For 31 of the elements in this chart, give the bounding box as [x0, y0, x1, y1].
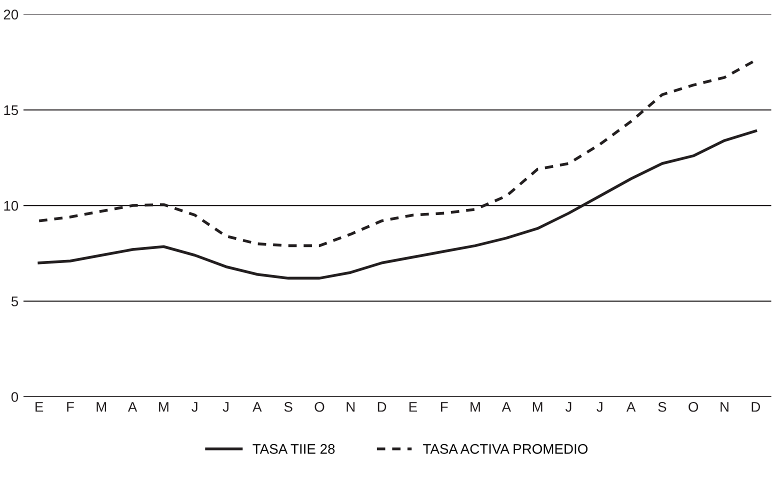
x-tick-label: N [346, 402, 355, 412]
x-tick-label: M [96, 402, 106, 412]
x-tick-label: J [565, 402, 572, 412]
x-tick-label: A [128, 402, 138, 412]
y-tick-label: 10 [4, 200, 18, 211]
x-tick-label: N [720, 402, 728, 412]
x-tick-label: M [159, 402, 168, 412]
x-tick-label: M [532, 402, 542, 412]
x-tick-label: J [596, 402, 602, 412]
x-tick-label: O [314, 402, 324, 412]
y-tick-label: 15 [4, 105, 18, 116]
x-tick-label: E [36, 402, 44, 412]
x-tick-label: J [222, 402, 228, 412]
x-tick-label: A [502, 402, 512, 412]
y-tick-label: 20 [4, 10, 18, 20]
x-tick-label: F [441, 402, 448, 412]
x-tick-label: E [409, 402, 417, 412]
y-tick-label: 5 [11, 296, 18, 306]
x-tick-label: A [626, 402, 636, 412]
y-tick-label: 0 [11, 392, 18, 402]
x-tick-label: D [752, 402, 760, 412]
x-tick-label: F [67, 402, 74, 412]
legend-label: TASA ACTIVA PROMEDIO [423, 444, 588, 454]
x-tick-label: S [284, 402, 292, 412]
x-tick-label: J [192, 402, 198, 412]
x-tick-label: M [470, 402, 480, 412]
legend-label: TASA TIIE 28 [252, 444, 335, 454]
x-tick-label: D [378, 402, 386, 412]
x-tick-label: S [658, 402, 666, 412]
x-tick-label: O [688, 402, 698, 412]
x-tick-label: A [252, 402, 262, 412]
